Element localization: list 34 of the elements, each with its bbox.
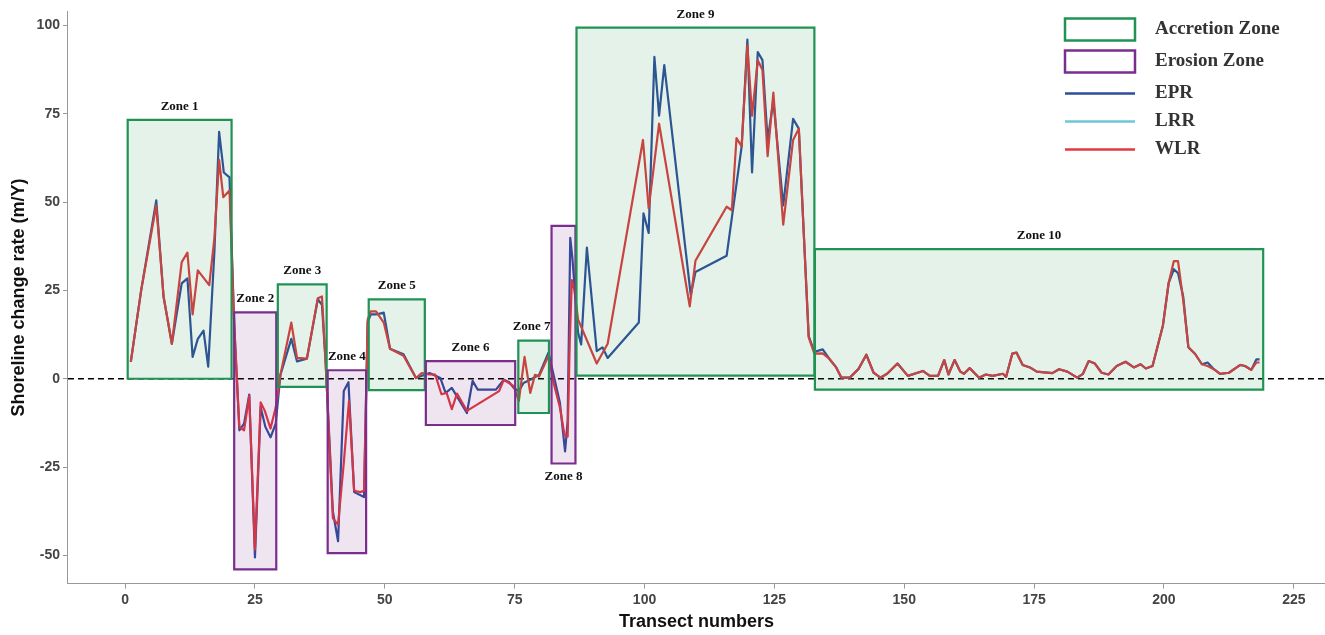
band-label: Zone 10 [1016,226,1062,242]
band-label: Zone 9 [676,5,715,21]
legend-label: WLR [1155,137,1201,159]
y-tick-label: 0 [52,369,61,386]
legend-label: EPR [1155,81,1194,103]
x-tick-label: 125 [762,590,787,607]
x-tick-label: 50 [377,590,393,607]
band-label: Zone 6 [451,338,490,354]
band-label: Zone 8 [544,468,583,484]
y-tick-label: -50 [39,546,61,563]
x-tick-label: 175 [1022,590,1047,607]
x-tick-label: 200 [1152,590,1176,607]
y-tick-label: -25 [39,457,61,474]
x-axis-title: Transect numbers [618,611,775,632]
band-label: Zone 2 [236,290,275,306]
legend-label: Erosion Zone [1155,49,1264,71]
band-label: Zone 4 [327,348,367,364]
legend-label: Accretion Zone [1155,17,1280,39]
band-label: Zone 5 [377,277,417,293]
y-tick-label: 50 [44,192,61,209]
y-tick-label: 75 [44,104,61,121]
band-label: Zone 3 [283,262,322,278]
x-tick-label: 0 [121,590,130,607]
x-tick-label: 150 [892,590,917,607]
x-tick-label: 225 [1282,590,1306,607]
x-tick-label: 100 [632,590,657,607]
x-tick-label: 25 [247,590,263,607]
y-tick-label: 100 [36,16,61,33]
y-tick-label: 25 [44,281,61,298]
band-label: Zone 1 [160,97,199,113]
legend-label: LRR [1155,109,1196,131]
x-tick-label: 75 [506,590,523,607]
y-axis-title: Shoreline change rate (m/Y) [7,178,28,417]
band-label: Zone 7 [512,318,552,334]
